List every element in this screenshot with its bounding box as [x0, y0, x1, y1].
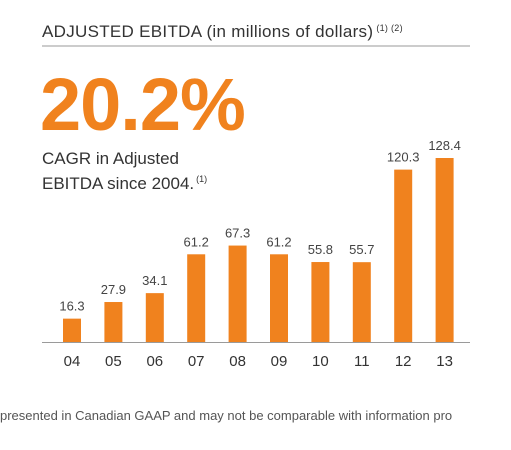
subtitle-line: CAGR in Adjusted: [42, 149, 179, 168]
value-label: 128.4: [428, 138, 461, 153]
bar: [270, 254, 288, 342]
value-label: 61.2: [184, 234, 209, 249]
x-tick-label: 13: [436, 353, 453, 370]
bar: [145, 293, 164, 342]
bar: [63, 318, 81, 342]
x-tick-label: 10: [312, 353, 329, 370]
subtitle-line: EBITDA since 2004.: [42, 174, 194, 193]
value-label: 120.3: [387, 150, 420, 165]
x-tick-label: 12: [395, 353, 412, 370]
bar: [435, 158, 454, 342]
value-label: 55.7: [349, 242, 374, 257]
x-tick-label: 08: [229, 353, 246, 370]
value-label: 27.9: [101, 282, 126, 297]
value-label: 55.8: [308, 242, 333, 257]
value-label: 61.2: [266, 234, 291, 249]
x-tick-label: 05: [105, 353, 122, 370]
value-label: 34.1: [142, 273, 167, 288]
headline: 20.2%: [40, 63, 245, 146]
value-label: 67.3: [225, 226, 250, 241]
value-label: 16.3: [59, 299, 84, 314]
x-tick-label: 07: [188, 353, 205, 370]
x-tick-label: 09: [271, 353, 288, 370]
x-tick-label: 06: [146, 353, 163, 370]
bar: [394, 169, 413, 342]
bar: [187, 254, 206, 342]
footnote: presented in Canadian GAAP and may not b…: [0, 408, 452, 423]
subtitle-note: (1): [196, 174, 207, 184]
subtitle-line-group: EBITDA since 2004. (1): [42, 174, 207, 193]
bar: [352, 262, 371, 342]
bar: [104, 302, 123, 342]
title-note: (1) (2): [376, 23, 403, 33]
x-tick-label: 11: [354, 353, 370, 370]
chart-title: ADJUSTED EBITDA (in millions of dollars): [42, 22, 373, 41]
x-tick-label: 04: [64, 353, 81, 370]
chart-title-group: ADJUSTED EBITDA (in millions of dollars)…: [42, 22, 403, 41]
bar: [228, 245, 247, 342]
bar: [311, 262, 330, 342]
